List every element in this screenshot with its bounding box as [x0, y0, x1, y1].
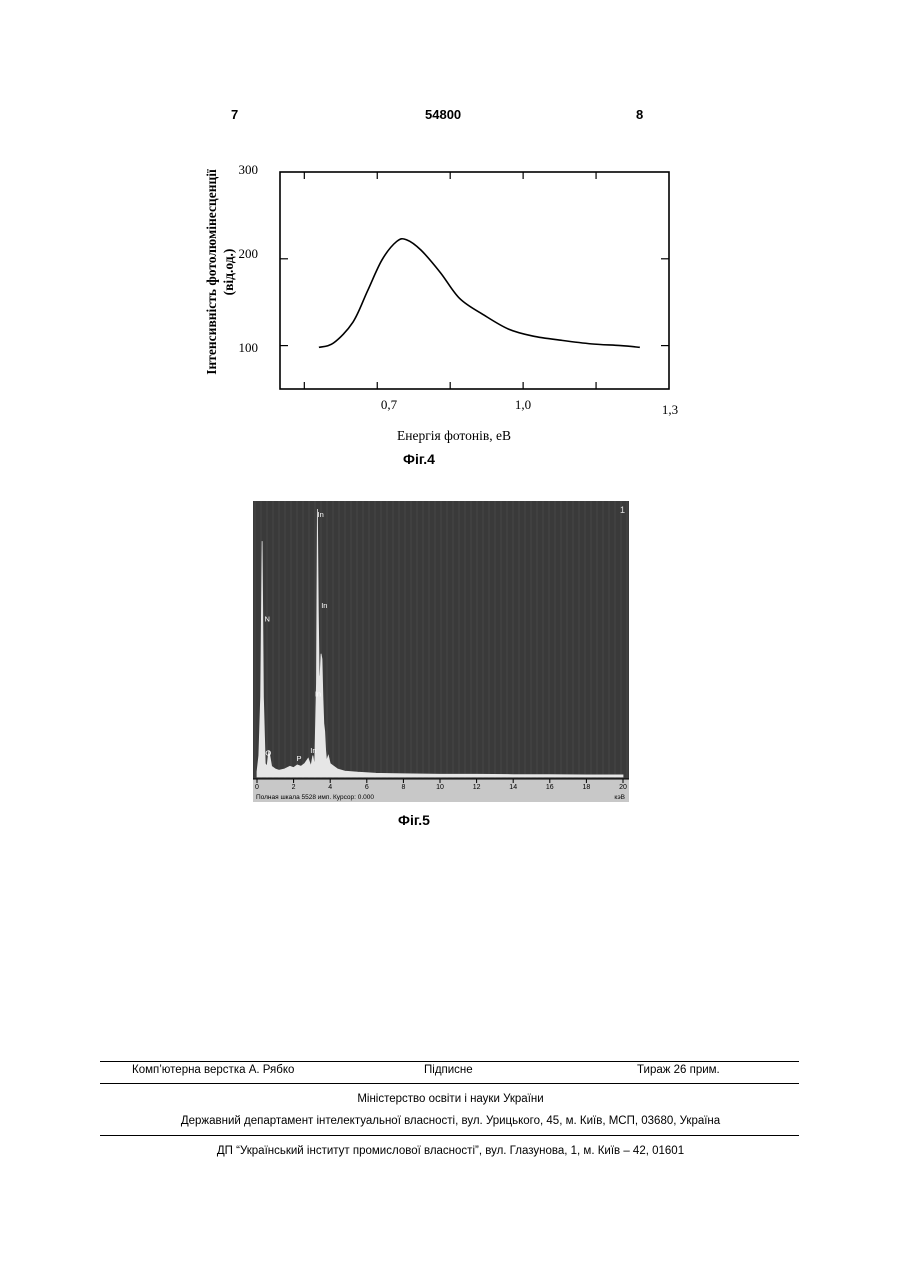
x-tick-label: 20 [619, 784, 627, 791]
x-tick-label: 8 [401, 784, 405, 791]
fig5-caption: Фіг.5 [398, 812, 430, 828]
spectrum-status-text: Полная шкала 5528 имп. Курсор: 0.000 [256, 794, 374, 801]
x-tick-label: 14 [509, 784, 517, 791]
peak-label: P [297, 754, 302, 763]
pl-curve-line [319, 239, 640, 348]
peak-label: In [315, 690, 321, 699]
x-axis-label: Енергія фотонів, еВ [397, 428, 511, 443]
spectrum-x-unit: кэВ [614, 794, 625, 801]
fig4-plot-frame [280, 172, 669, 389]
footer-rule-middle [100, 1083, 799, 1084]
x-tick-label: 6 [365, 784, 369, 791]
footer-rule-bottom [100, 1135, 799, 1136]
x-tick-label: 18 [583, 784, 591, 791]
footer-rule-top [100, 1061, 799, 1062]
x-tick-label: 12 [473, 784, 481, 791]
y-tick-label: 300 [239, 162, 259, 177]
ministry-line: Міністерство освіти і науки України [0, 1093, 901, 1105]
signed-note: Підписне [424, 1064, 473, 1076]
peak-label: In [310, 746, 316, 755]
spectrum-corner-label: 1 [620, 505, 625, 515]
fig4-chart: 300 200 100 0,7 1,0 1,3 Енергія фотонів,… [0, 0, 901, 500]
layout-credit: Комп’ютерна верстка А. Рябко [132, 1064, 294, 1076]
x-tick-label: 1,0 [515, 397, 531, 412]
x-tick-label: 2 [292, 784, 296, 791]
x-tick-label: 10 [436, 784, 444, 791]
peak-label: N [264, 615, 269, 624]
peak-label: In [318, 510, 324, 519]
x-tick-label: 1,3 [662, 402, 678, 417]
fig4-caption: Фіг.4 [403, 451, 435, 467]
x-tick-label: 16 [546, 784, 554, 791]
x-tick-label: 0,7 [381, 397, 398, 412]
y-axis-label-unit: (від.од.) [221, 249, 236, 296]
y-tick-label: 100 [239, 340, 259, 355]
x-tick-label: 0 [255, 784, 259, 791]
print-run: Тираж 26 прим. [637, 1064, 720, 1076]
fig5-spectrum: 0 2 4 6 8 10 12 14 16 18 20 N O P In In In In 1 Полная шк… [253, 501, 629, 802]
peak-label: In [321, 601, 327, 610]
y-axis-label: Інтенсивність фотолюмінесценції [204, 169, 219, 375]
y-tick-label: 200 [239, 246, 259, 261]
institute-line: ДП “Український інститут промислової вла… [0, 1145, 901, 1157]
department-line: Державний департамент інтелектуальної вл… [0, 1115, 901, 1127]
peak-label: O [265, 749, 271, 758]
x-tick-label: 4 [328, 784, 332, 791]
